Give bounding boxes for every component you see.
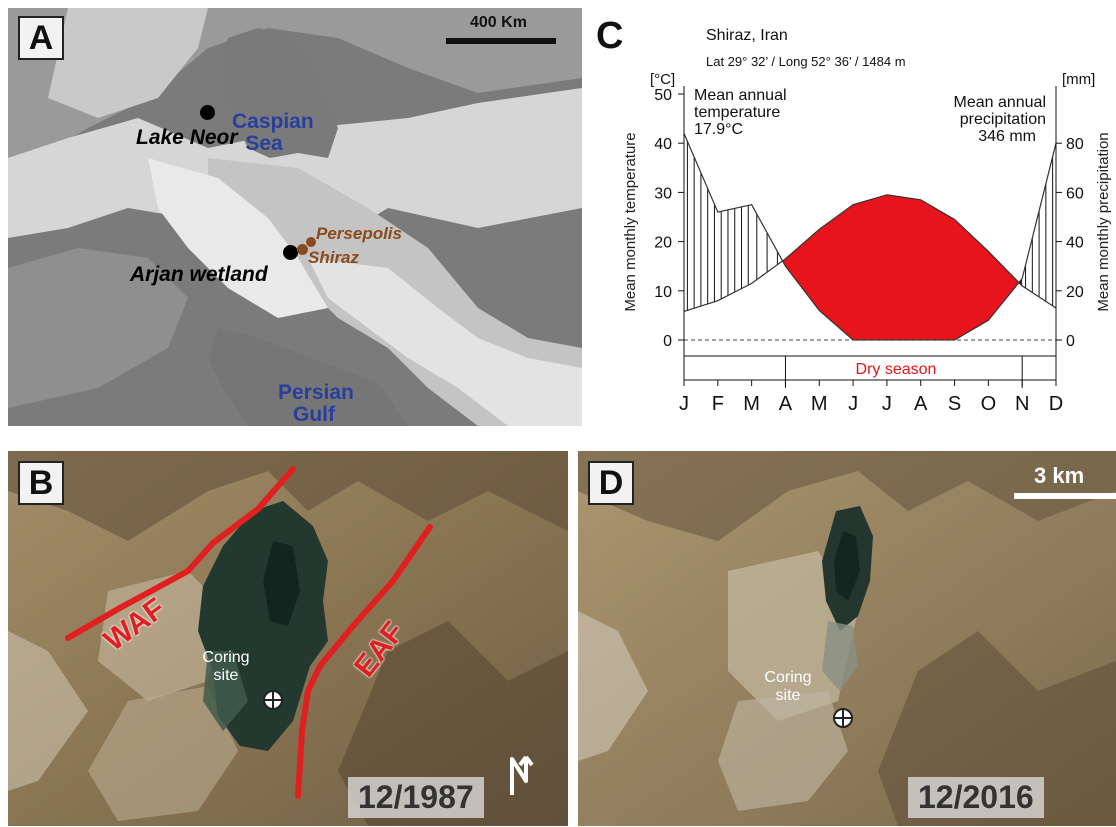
panel-c-letter: C (596, 15, 623, 57)
dry-fill-segment (785, 228, 820, 312)
label-caspian-sea: Caspian Sea (232, 110, 314, 155)
month-label: A (914, 393, 928, 415)
chart-title: Shiraz, Iran (706, 27, 788, 44)
waf-fault-line (65, 466, 296, 641)
scale-bar-label: 400 Km (470, 14, 527, 31)
y-axis-right-label: Mean monthly precipitation (1095, 132, 1112, 311)
coring-site-marker-1987 (263, 690, 283, 710)
left-tick-label: 10 (654, 284, 672, 301)
precip-annotation-2: precipitation (960, 111, 1046, 128)
climate-chart: C Shiraz, Iran Lat 29° 32’ / Long 52° 36… (596, 15, 1112, 415)
month-label: D (1049, 393, 1063, 415)
right-tick-label: 20 (1066, 284, 1084, 301)
month-label: J (848, 393, 858, 415)
scale-bar (446, 38, 556, 44)
month-label: A (779, 393, 793, 415)
dry-fill-segment (886, 194, 922, 341)
chart-subtitle: Lat 29° 32’ / Long 52° 36’ / 1484 m (706, 54, 906, 69)
right-unit: [mm] (1062, 71, 1095, 88)
shiraz-marker (297, 244, 308, 255)
month-label: J (882, 393, 892, 415)
month-label: O (981, 393, 997, 415)
right-tick-label: 80 (1066, 136, 1084, 153)
panel-a-map: A 400 Km Caspian Sea Persian Gulf Lake N… (8, 8, 582, 426)
relief-map (8, 8, 582, 426)
lake-neor-marker (200, 105, 215, 120)
north-arrow-icon (510, 755, 534, 795)
scale-bar-3km (1014, 493, 1116, 499)
coring-site-marker-2016 (833, 708, 853, 728)
y-axis-left-label: Mean monthly temperature (622, 132, 639, 311)
right-tick-label: 60 (1066, 185, 1084, 202)
precip-annotation-3: 346 mm (978, 128, 1036, 145)
left-tick-label: 0 (663, 333, 672, 350)
left-tick-label: 40 (654, 136, 672, 153)
date-2016: 12/2016 (908, 777, 1044, 818)
persepolis-marker (306, 237, 316, 247)
panel-b-satellite-1987: B WAF EAF Coring site 12/1987 (8, 451, 568, 826)
satellite-image-1987 (8, 451, 568, 826)
label-persian-gulf: Persian Gulf (278, 381, 354, 426)
month-label: N (1015, 393, 1029, 415)
panel-d-letter: D (588, 461, 634, 505)
dry-fill-segment (954, 218, 989, 341)
right-tick-label: 40 (1066, 235, 1084, 252)
temp-annotation-2: temperature (694, 104, 780, 121)
panel-a-letter: A (18, 16, 64, 60)
eaf-fault-line (295, 524, 433, 799)
precip-annotation-1: Mean annual (953, 94, 1046, 111)
label-lake-neor: Lake Neor (136, 126, 238, 149)
left-tick-label: 30 (654, 185, 672, 202)
panel-d-satellite-2016: D 3 km Coring site 12/2016 (578, 451, 1116, 826)
date-1987: 12/1987 (348, 777, 484, 818)
label-arjan-wetland: Arjan wetland (130, 263, 268, 286)
panel-b-letter: B (18, 461, 64, 505)
left-tick-label: 50 (654, 87, 672, 104)
fault-lines (65, 466, 433, 799)
dry-fill-segment (920, 199, 955, 341)
left-tick-label: 20 (654, 235, 672, 252)
temp-annotation-3: 17.9°C (694, 121, 743, 138)
right-tick-label: 0 (1066, 333, 1075, 350)
temperature-curve (683, 194, 1057, 313)
coring-site-label-2016: Coring site (764, 669, 812, 704)
dry-fill-segment (852, 194, 888, 341)
dry-season-label: Dry season (856, 361, 937, 378)
month-label: M (743, 393, 760, 415)
label-persepolis: Persepolis (316, 224, 402, 243)
month-label: S (948, 393, 961, 415)
month-label: F (712, 393, 724, 415)
left-unit: [°C] (650, 71, 675, 88)
label-shiraz: Shiraz (308, 248, 360, 267)
satellite-image-2016 (578, 451, 1116, 826)
month-label: M (811, 393, 828, 415)
temp-annotation-1: Mean annual (694, 87, 787, 104)
panel-c-climate-diagram: C Shiraz, Iran Lat 29° 32’ / Long 52° 36… (584, 0, 1116, 432)
coring-site-label-1987: Coring site (202, 649, 250, 684)
dry-fill-segment (988, 250, 1020, 322)
scale-bar-3km-label: 3 km (1034, 463, 1085, 488)
arjan-wetland-marker (283, 245, 298, 260)
month-label: J (679, 393, 689, 415)
